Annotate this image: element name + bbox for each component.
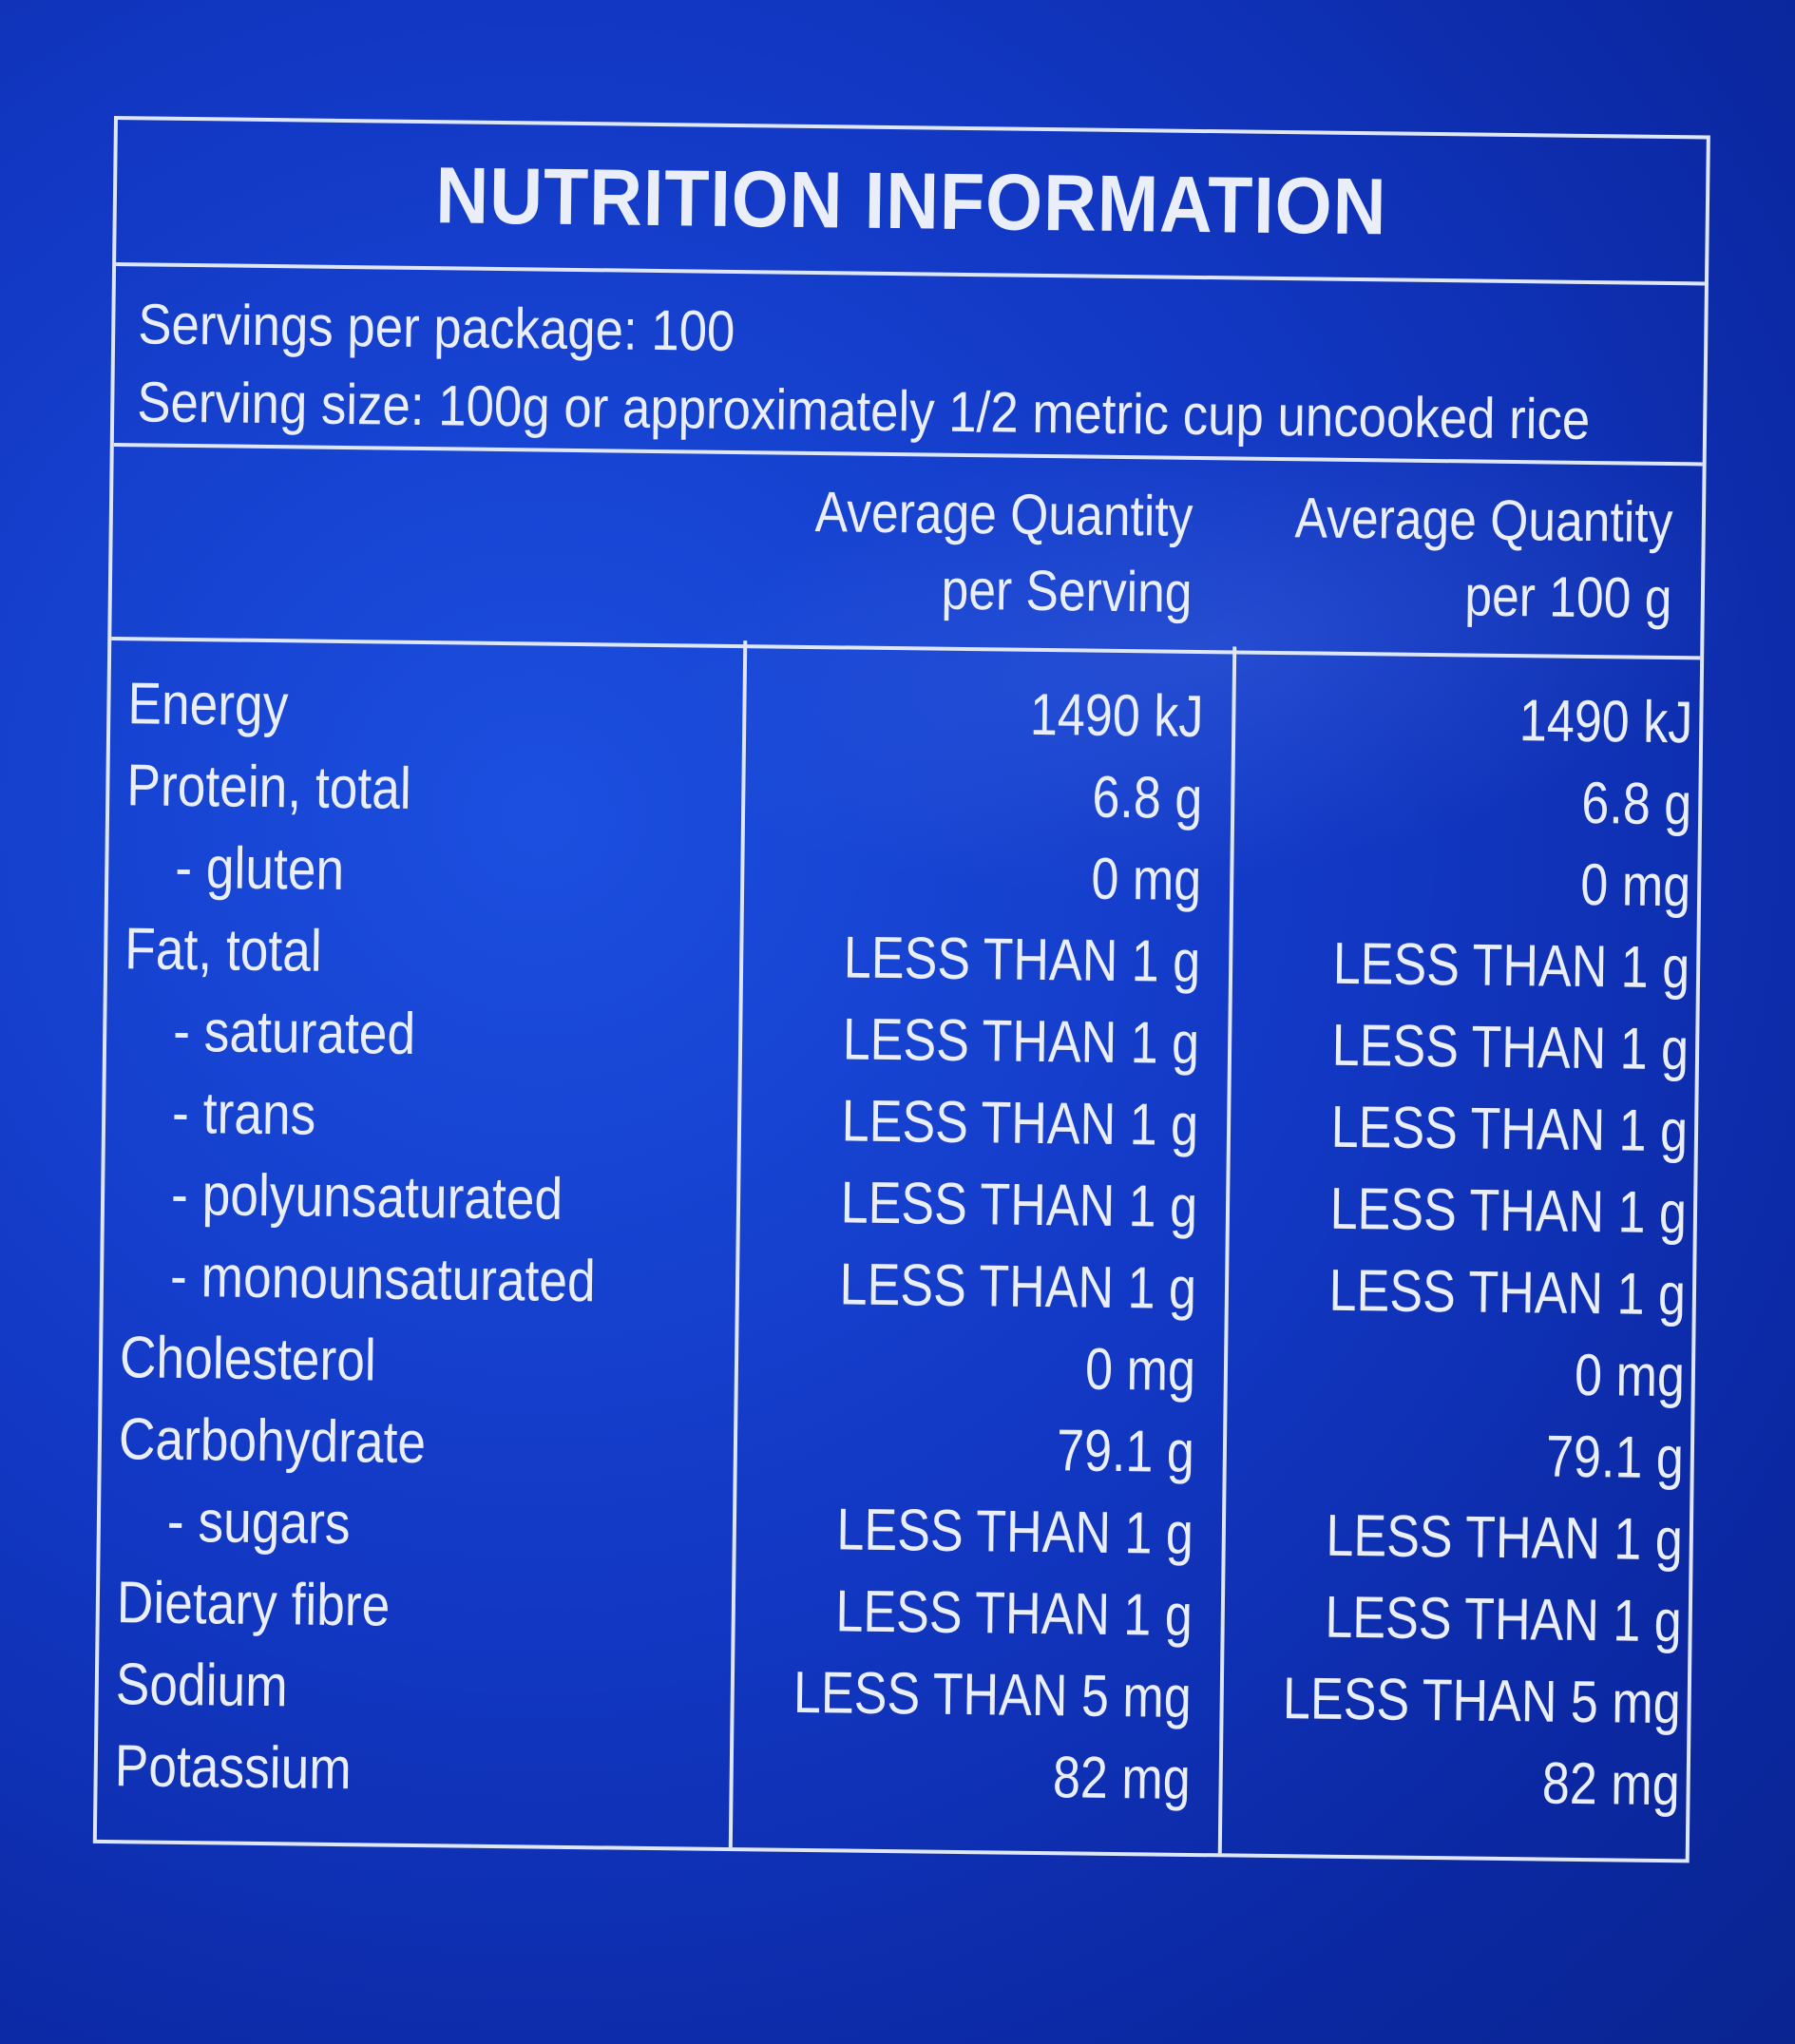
nutrient-name: Energy — [127, 671, 289, 739]
per-100g-value: 82 mg — [1541, 1750, 1681, 1819]
column-header-line: Average Quantity — [814, 480, 1194, 548]
column-header-line: Average Quantity — [1294, 486, 1674, 555]
panel-title: NUTRITION INFORMATION — [434, 149, 1387, 251]
serving-size: Serving size: 100g or approximately 1/2 … — [136, 370, 1591, 451]
title-row: NUTRITION INFORMATION — [116, 120, 1707, 286]
column-header-line: per 100 g — [1464, 564, 1673, 631]
column-header-line: per Serving — [941, 557, 1193, 624]
column-header-row: Average Quantity per Serving Average Qua… — [111, 447, 1702, 651]
nutrient-name: Sodium — [115, 1652, 289, 1720]
nutrition-panel: NUTRITION INFORMATION Servings per packa… — [92, 116, 1710, 1863]
column-header-per-serving: Average Quantity per Serving — [753, 473, 1194, 631]
servings-row: Servings per package: 100 Serving size: … — [113, 266, 1705, 467]
column-header-per-100g: Average Quantity per 100 g — [1232, 479, 1674, 637]
